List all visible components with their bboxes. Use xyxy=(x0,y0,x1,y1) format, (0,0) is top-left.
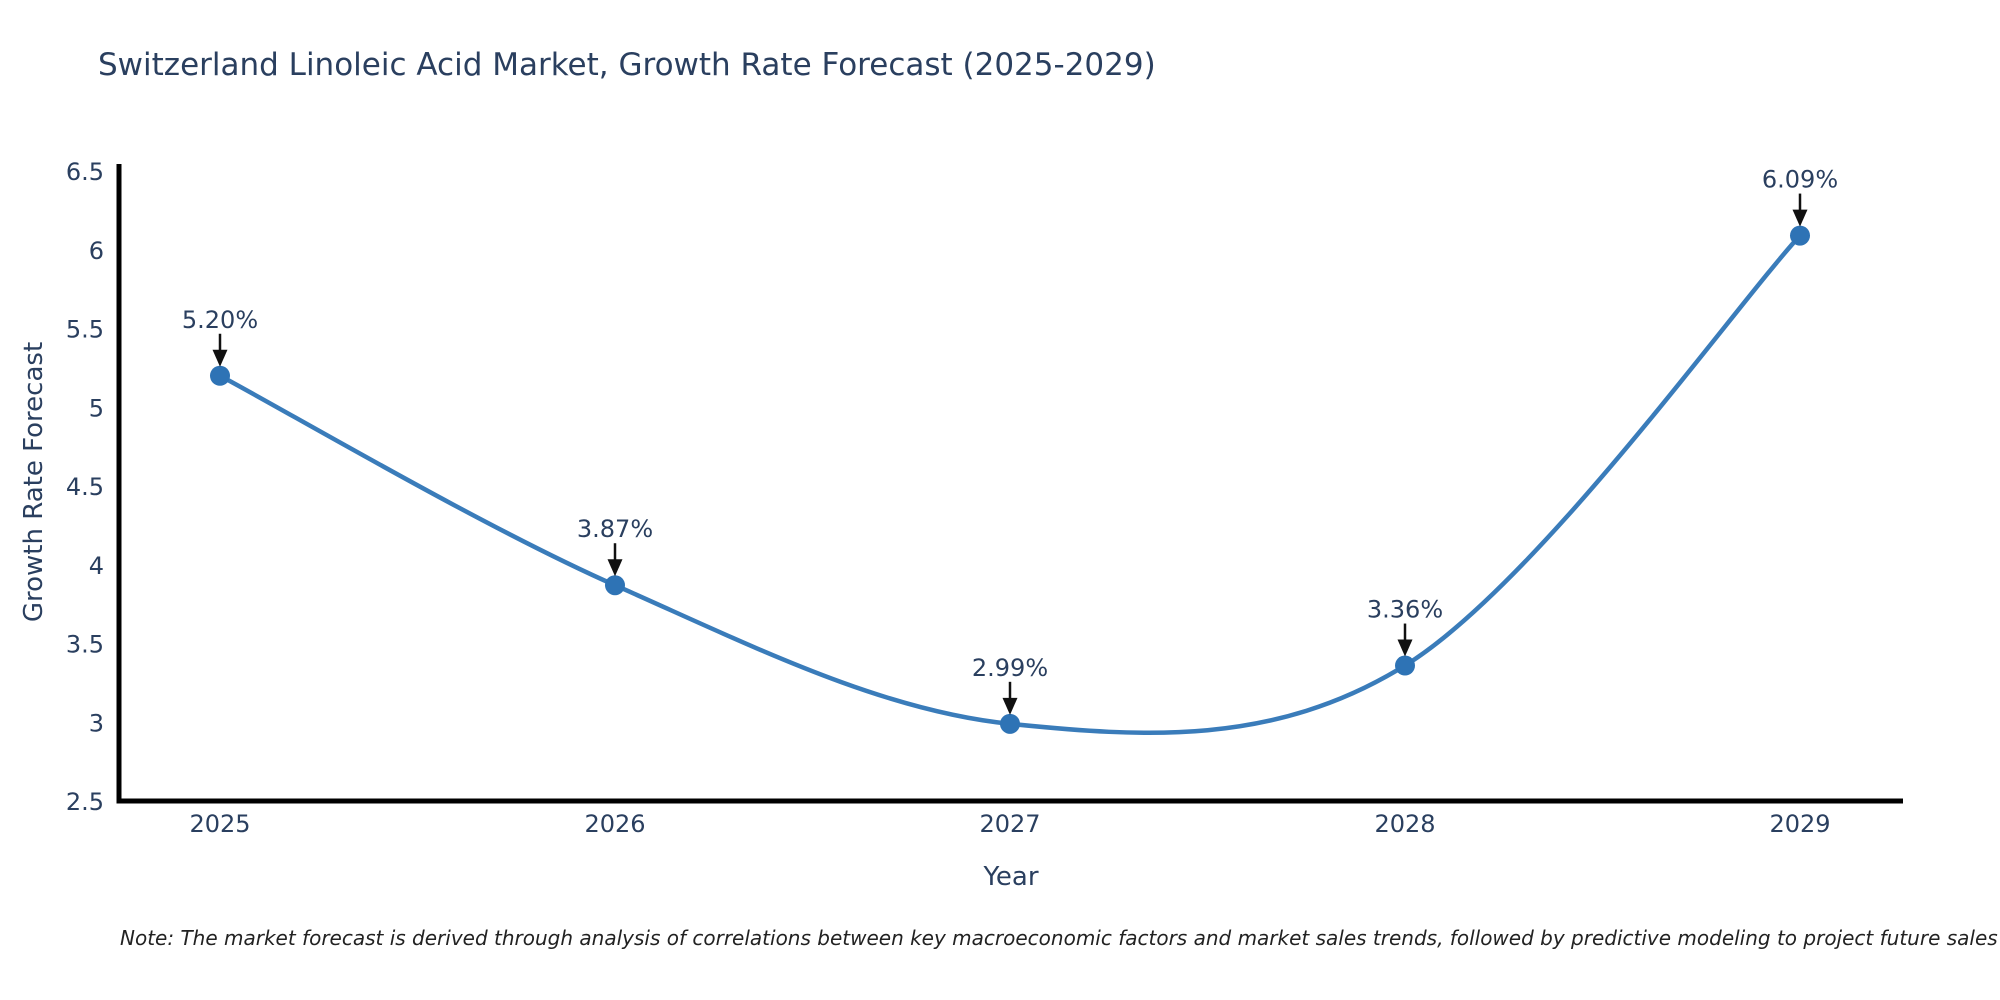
x-axis-title: Year xyxy=(983,862,1039,892)
data-point-marker xyxy=(1000,713,1020,734)
chart-title: Switzerland Linoleic Acid Market, Growth… xyxy=(98,47,1156,83)
x-tick-label: 2025 xyxy=(189,810,250,838)
annotation-arrowhead xyxy=(1002,697,1018,715)
annotation-label: 6.09% xyxy=(1762,166,1838,194)
data-point-marker xyxy=(210,365,230,386)
y-tick-label: 3.5 xyxy=(66,631,104,659)
data-point-marker xyxy=(1395,655,1415,676)
y-tick-label: 4.5 xyxy=(66,473,104,501)
annotation-arrowhead xyxy=(1792,209,1808,227)
y-tick-label: 5 xyxy=(89,394,104,422)
y-tick-label: 6.5 xyxy=(66,158,104,186)
y-tick-label: 6 xyxy=(89,237,104,265)
annotation-label: 5.20% xyxy=(182,306,258,334)
y-axis-title: Growth Rate Forecast xyxy=(19,341,49,623)
annotation-label: 3.87% xyxy=(577,515,653,543)
y-tick-label: 2.5 xyxy=(66,788,104,816)
y-tick-label: 3 xyxy=(89,709,104,737)
annotation-arrowhead xyxy=(607,559,623,577)
footnote: Note: The market forecast is derived thr… xyxy=(120,926,1998,950)
data-point-marker xyxy=(605,575,625,596)
annotation-label: 3.36% xyxy=(1367,596,1443,624)
annotation-arrowhead xyxy=(1397,639,1413,657)
y-tick-label: 5.5 xyxy=(66,316,104,344)
axis-lines xyxy=(116,164,1903,804)
x-tick-label: 2026 xyxy=(584,810,645,838)
y-tick-label: 4 xyxy=(89,552,104,580)
annotation-label: 2.99% xyxy=(972,654,1048,682)
x-tick-label: 2029 xyxy=(1769,810,1830,838)
x-tick-label: 2028 xyxy=(1374,810,1435,838)
annotation-arrowhead xyxy=(212,349,228,367)
x-tick-label: 2027 xyxy=(979,810,1040,838)
data-point-marker xyxy=(1790,225,1810,246)
